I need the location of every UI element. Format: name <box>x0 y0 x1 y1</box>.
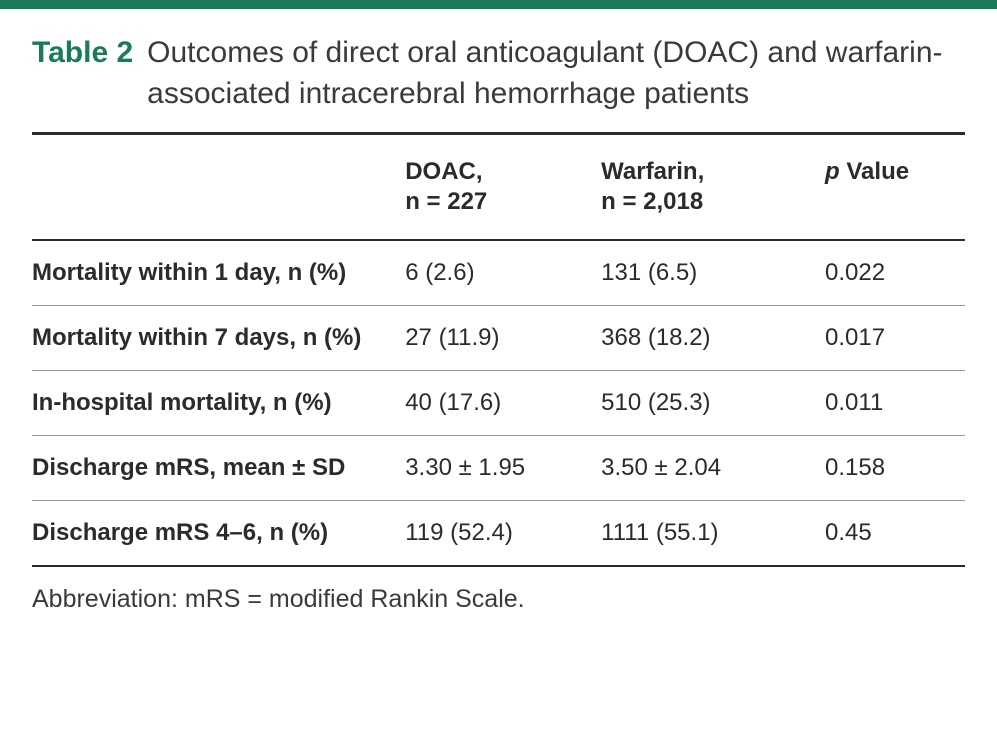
cell-doac: 40 (17.6) <box>405 371 601 436</box>
row-label: Mortality within 1 day, n (%) <box>32 240 405 306</box>
row-label: Mortality within 7 days, n (%) <box>32 306 405 371</box>
cell-doac: 3.30 ± 1.95 <box>405 436 601 501</box>
table-title: Outcomes of direct oral anticoagulant (D… <box>147 33 965 114</box>
header-pvalue: p Value <box>825 134 965 241</box>
row-label: Discharge mRS 4–6, n (%) <box>32 501 405 567</box>
header-warfarin-line1: Warfarin, <box>601 157 815 187</box>
table-body: Mortality within 1 day, n (%) 6 (2.6) 13… <box>32 240 965 566</box>
cell-doac: 6 (2.6) <box>405 240 601 306</box>
table-footnote: Abbreviation: mRS = modified Rankin Scal… <box>32 567 965 614</box>
cell-pvalue: 0.022 <box>825 240 965 306</box>
row-label: In-hospital mortality, n (%) <box>32 371 405 436</box>
table-row: In-hospital mortality, n (%) 40 (17.6) 5… <box>32 371 965 436</box>
cell-warfarin: 131 (6.5) <box>601 240 825 306</box>
table-label: Table 2 <box>32 33 133 74</box>
cell-warfarin: 1111 (55.1) <box>601 501 825 567</box>
header-p-rest: Value <box>840 158 909 185</box>
header-p-italic: p <box>825 158 840 185</box>
header-empty <box>32 134 405 241</box>
cell-warfarin: 3.50 ± 2.04 <box>601 436 825 501</box>
table-header-row: DOAC, n = 227 Warfarin, n = 2,018 p Valu… <box>32 134 965 241</box>
table-container: Table 2 Outcomes of direct oral anticoag… <box>0 0 997 642</box>
header-doac-line1: DOAC, <box>405 157 591 187</box>
header-doac: DOAC, n = 227 <box>405 134 601 241</box>
header-doac-line2: n = 227 <box>405 187 591 217</box>
cell-pvalue: 0.45 <box>825 501 965 567</box>
cell-pvalue: 0.011 <box>825 371 965 436</box>
cell-doac: 119 (52.4) <box>405 501 601 567</box>
header-warfarin-line2: n = 2,018 <box>601 187 815 217</box>
table-row: Mortality within 1 day, n (%) 6 (2.6) 13… <box>32 240 965 306</box>
table-row: Discharge mRS, mean ± SD 3.30 ± 1.95 3.5… <box>32 436 965 501</box>
table-row: Mortality within 7 days, n (%) 27 (11.9)… <box>32 306 965 371</box>
cell-warfarin: 368 (18.2) <box>601 306 825 371</box>
cell-pvalue: 0.158 <box>825 436 965 501</box>
header-warfarin: Warfarin, n = 2,018 <box>601 134 825 241</box>
row-label: Discharge mRS, mean ± SD <box>32 436 405 501</box>
table-caption: Table 2 Outcomes of direct oral anticoag… <box>32 33 965 114</box>
table-row: Discharge mRS 4–6, n (%) 119 (52.4) 1111… <box>32 501 965 567</box>
cell-warfarin: 510 (25.3) <box>601 371 825 436</box>
outcomes-table: DOAC, n = 227 Warfarin, n = 2,018 p Valu… <box>32 132 965 567</box>
cell-doac: 27 (11.9) <box>405 306 601 371</box>
cell-pvalue: 0.017 <box>825 306 965 371</box>
